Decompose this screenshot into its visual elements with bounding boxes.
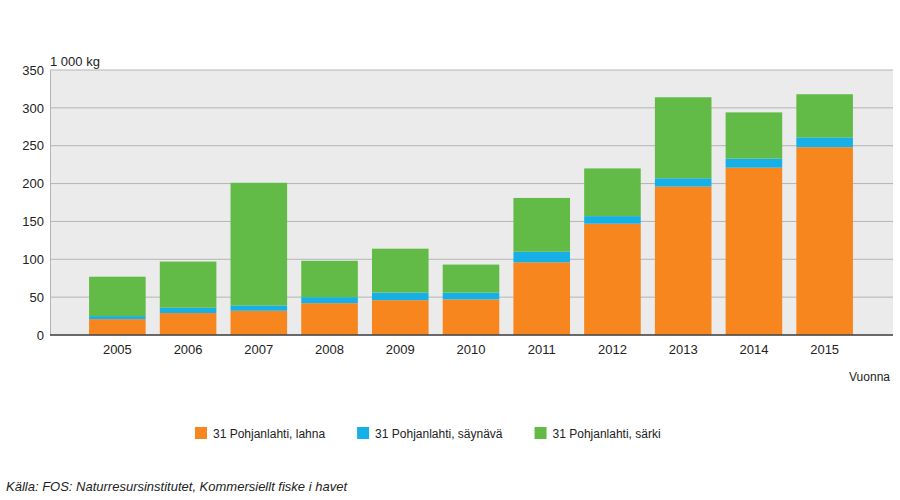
legend-swatch <box>195 427 207 439</box>
x-axis-line <box>50 334 893 336</box>
bar-segment <box>796 137 853 147</box>
x-tick: 2008 <box>315 335 344 357</box>
grid-line <box>50 70 893 71</box>
bar-segment <box>513 198 570 252</box>
y-tick: 150 <box>22 214 50 229</box>
bar-segment <box>231 311 288 335</box>
bar-segment <box>726 159 783 168</box>
y-tick: 50 <box>30 290 50 305</box>
bar-segment <box>655 97 712 178</box>
y-tick-label: 0 <box>37 328 44 343</box>
bar-segment <box>726 168 783 335</box>
grid-line <box>50 107 893 108</box>
plot-background <box>50 70 893 335</box>
x-tick: 2007 <box>244 335 273 357</box>
x-tick-label: 2006 <box>174 342 203 357</box>
x-axis-title: Vuonna <box>849 370 890 384</box>
bar-segment <box>796 147 853 335</box>
y-tick-label: 200 <box>22 176 44 191</box>
x-tick: 2013 <box>669 335 698 357</box>
x-tick: 2011 <box>528 335 556 357</box>
bar-segment <box>231 305 288 310</box>
x-axis: 2005 2006 2007 2008 2009 2010 2011 2012 2013 2014… <box>50 335 893 357</box>
y-tick-label: 50 <box>30 290 44 305</box>
bar-segment <box>301 297 358 303</box>
x-tick: 2015 <box>810 335 839 357</box>
legend-label: 31 Pohjanlahti, säynävä <box>375 427 503 441</box>
y-axis: 0 50 100 150 200 250 300 350 <box>22 63 50 343</box>
bar-segment <box>796 94 853 137</box>
grid-line <box>50 335 893 336</box>
x-tick-label: 2010 <box>457 342 486 357</box>
bar-segment <box>726 112 783 158</box>
grid <box>50 70 893 335</box>
bar-segment <box>443 299 500 335</box>
bar-segment <box>160 262 217 308</box>
bar-segment <box>89 316 146 319</box>
bar-segment <box>655 187 712 335</box>
bar-segment <box>443 265 500 293</box>
x-tick: 2005 <box>103 335 132 357</box>
x-tick-label: 2012 <box>598 342 627 357</box>
legend: 31 Pohjanlahti, lahna 31 Pohjanlahti, säy… <box>195 427 661 441</box>
bar-segment <box>655 178 712 186</box>
y-axis-line <box>50 71 51 336</box>
x-tick: 2014 <box>739 335 768 357</box>
x-tick-label: 2005 <box>103 342 132 357</box>
x-tick-label: 2009 <box>386 342 415 357</box>
x-tick-label: 2014 <box>739 342 768 357</box>
x-tick-label: 2007 <box>244 342 273 357</box>
legend-item: 31 Pohjanlahti, särki <box>535 427 661 441</box>
bar-segment <box>301 261 358 297</box>
bar-segment <box>372 249 429 293</box>
y-axis-title: 1 000 kg <box>50 54 100 69</box>
bar-segment <box>584 216 641 224</box>
x-tick: 2006 <box>174 335 203 357</box>
bar-segment <box>372 300 429 335</box>
bar-segment <box>231 183 288 306</box>
legend-swatch <box>357 427 369 439</box>
x-tick-label: 2008 <box>315 342 344 357</box>
bar-segment <box>372 293 429 301</box>
source: Källa: FOS: Naturresursinstitutet, Komme… <box>6 479 348 494</box>
y-tick-label: 100 <box>22 252 44 267</box>
legend-item: 31 Pohjanlahti, lahna <box>195 427 325 441</box>
chart: 0501001502002503003502005200620072008200… <box>0 0 900 500</box>
y-tick: 0 <box>37 328 50 343</box>
bar-segment <box>513 262 570 335</box>
bars <box>89 94 853 335</box>
legend-label: 31 Pohjanlahti, lahna <box>213 427 325 441</box>
y-tick: 250 <box>22 138 50 153</box>
bar-segment <box>89 277 146 316</box>
x-tick-label: 2011 <box>528 342 556 357</box>
y-tick-label: 350 <box>22 63 44 78</box>
bar-segment <box>443 293 500 300</box>
y-tick-label: 250 <box>22 138 44 153</box>
legend-item: 31 Pohjanlahti, säynävä <box>357 427 503 441</box>
y-tick: 200 <box>22 176 50 191</box>
x-tick: 2010 <box>457 335 486 357</box>
y-tick: 300 <box>22 101 50 116</box>
bar-segment <box>513 252 570 263</box>
y-tick-label: 150 <box>22 214 44 229</box>
bar-segment <box>584 168 641 216</box>
bar-segment <box>89 319 146 335</box>
y-tick-label: 300 <box>22 101 44 116</box>
bar-segment <box>160 313 217 335</box>
x-tick: 2009 <box>386 335 415 357</box>
legend-label: 31 Pohjanlahti, särki <box>553 427 661 441</box>
legend-swatch <box>535 427 547 439</box>
y-tick: 350 <box>22 63 50 78</box>
bar-segment <box>160 308 217 313</box>
x-tick-label: 2013 <box>669 342 698 357</box>
x-tick: 2012 <box>598 335 627 357</box>
x-tick-label: 2015 <box>810 342 839 357</box>
bar-segment <box>301 303 358 335</box>
y-tick: 100 <box>22 252 50 267</box>
bar-segment <box>584 224 641 335</box>
